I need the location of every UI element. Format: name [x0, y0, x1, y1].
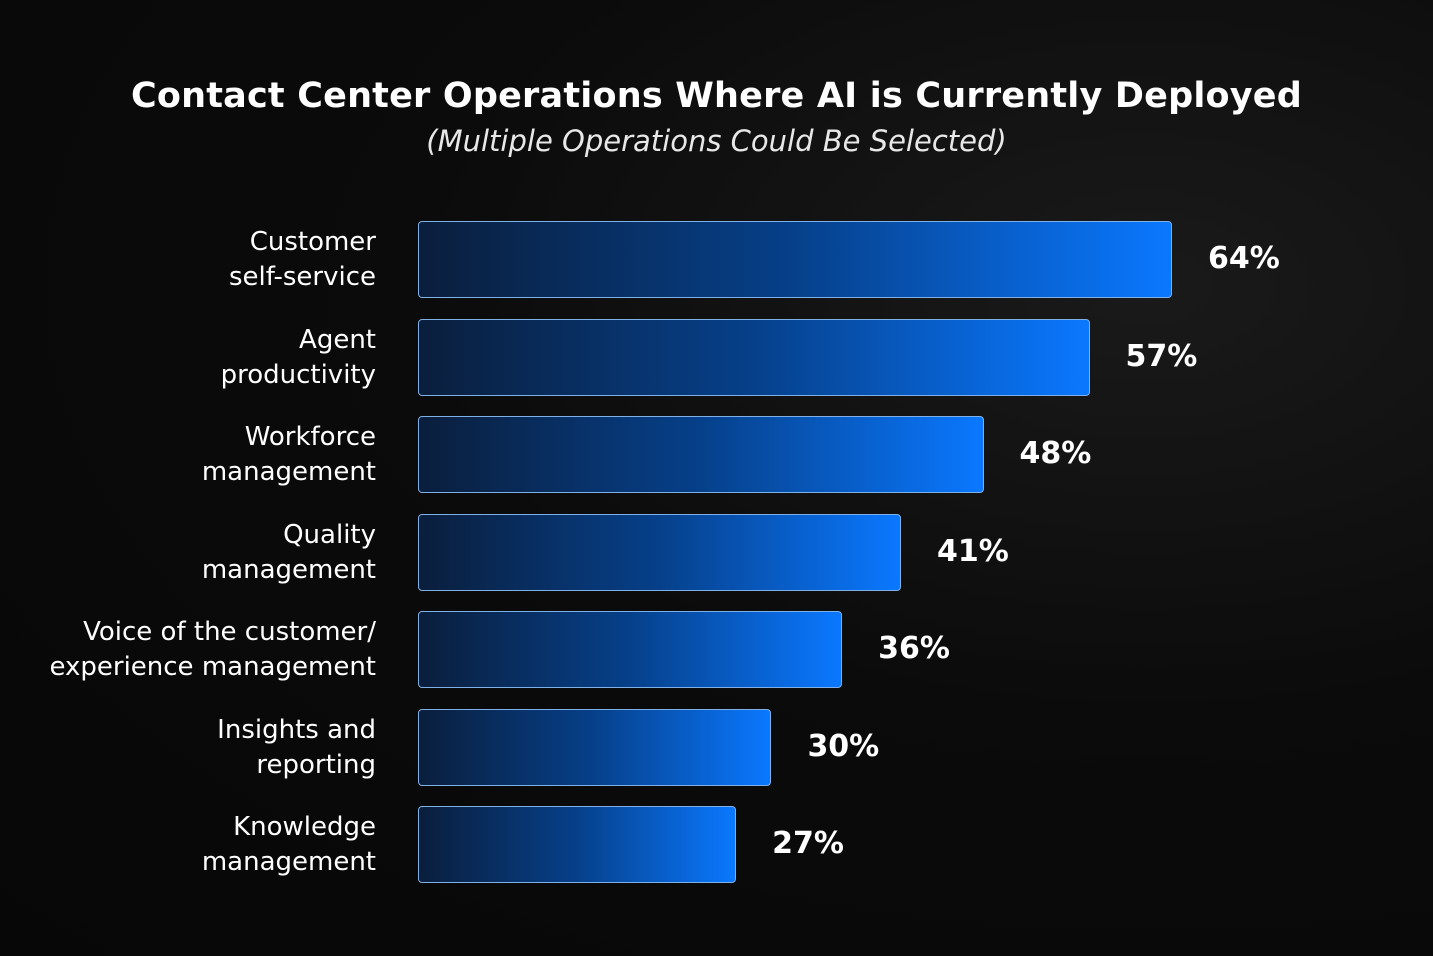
- category-label-line: reporting: [256, 749, 376, 780]
- category-label: Agent productivity: [221, 323, 376, 393]
- bar: [418, 513, 902, 591]
- category-label-line: Workforce: [244, 422, 376, 452]
- category-label: Voice of the customer/experience managem…: [49, 615, 376, 685]
- bar: [418, 318, 1090, 396]
- value-label: 27%: [772, 826, 844, 861]
- category-label: Insights and reporting: [217, 713, 376, 783]
- category-label-line: self-service: [228, 262, 376, 292]
- chart-title: Contact Center Operations Where AI is Cu…: [130, 76, 1302, 116]
- category-label-line: experience management: [49, 652, 376, 682]
- category-label-line: management: [201, 457, 376, 487]
- value-label: 48%: [1019, 436, 1092, 471]
- value-label: 64%: [1208, 241, 1280, 276]
- category-label-line: productivity: [220, 359, 376, 390]
- category-label: Workforce management: [202, 420, 376, 490]
- category-label-line: Insights and: [217, 714, 376, 745]
- category-label-line: Quality: [283, 519, 376, 550]
- bar: [418, 221, 1172, 298]
- chart-subtitle: (Multiple Operations Could Be Selected): [426, 124, 1007, 158]
- category-label-line: management: [201, 847, 376, 877]
- category-label-line: management: [201, 554, 376, 585]
- value-label: 30%: [807, 728, 880, 764]
- category-label-line: Knowledge: [233, 812, 376, 842]
- category-label: Knowledge management: [202, 810, 376, 880]
- value-label: 36%: [878, 631, 950, 666]
- category-label: Customer self-service: [229, 225, 376, 295]
- value-label: 57%: [1125, 338, 1198, 374]
- bar: [418, 611, 843, 688]
- category-label-line: Voice of the customer/: [83, 617, 376, 647]
- bar: [418, 806, 737, 883]
- bar: [418, 708, 772, 786]
- category-label-line: Agent: [299, 324, 376, 355]
- bar: [418, 416, 984, 493]
- value-label: 41%: [937, 533, 1009, 569]
- category-label: Quality management: [202, 518, 376, 588]
- category-label-line: Customer: [249, 227, 376, 257]
